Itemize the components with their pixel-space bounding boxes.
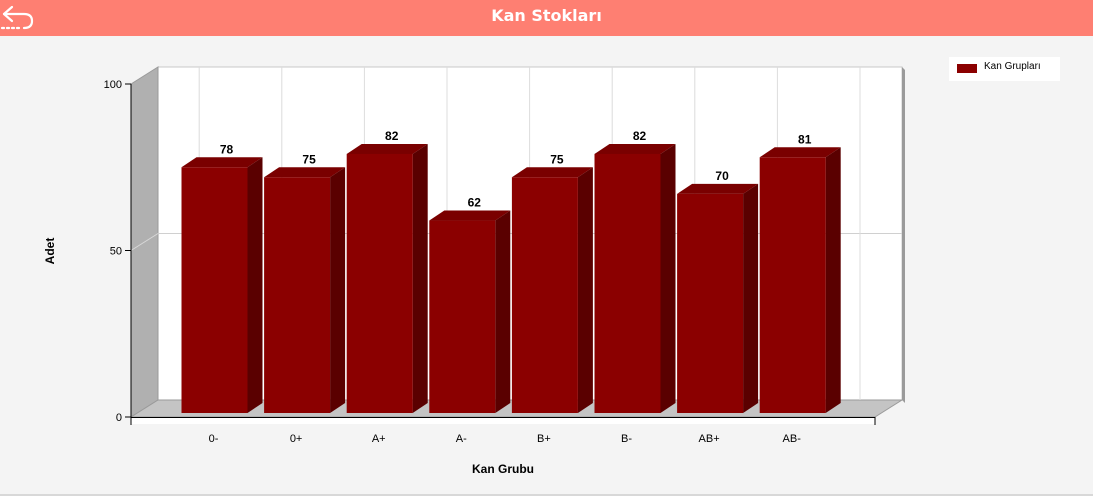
legend-swatch (957, 64, 977, 73)
bar-value-label: 62 (468, 196, 482, 210)
bar-top (429, 210, 511, 221)
bar (594, 153, 661, 413)
bar (346, 153, 413, 413)
bar-side (743, 183, 759, 413)
x-tick-label: B+ (537, 433, 551, 445)
bar-top (511, 167, 593, 178)
x-axis-title: Kan Grubu (472, 462, 534, 476)
bar-top (759, 147, 841, 158)
chart-wall-shadow (902, 67, 905, 403)
x-tick-label: AB+ (699, 433, 720, 445)
x-tick-label: A+ (372, 433, 386, 445)
bar (264, 177, 331, 413)
bar-top (264, 167, 346, 178)
bar-side (577, 167, 593, 413)
x-tick-label: A- (456, 433, 467, 445)
header-bar: Kan Stokları (0, 0, 1093, 36)
bar-side (825, 147, 841, 413)
bar-value-label: 82 (633, 129, 647, 143)
x-tick-label: 0- (209, 433, 219, 445)
bar-value-label: 81 (798, 132, 812, 146)
blood-stock-chart: 0 50 100 78 0- 75 0+ 82 A+ 62 A- 75 B+ 82 B- 70 AB+ 81 AB-… (43, 66, 905, 476)
y-axis-title: Adet (43, 238, 57, 265)
bar-side (247, 157, 263, 413)
chart-legend: Kan Grupları (949, 57, 1060, 81)
bar-value-label: 75 (550, 152, 564, 166)
bar-side (660, 143, 676, 413)
bar-value-label: 75 (302, 152, 316, 166)
bar-side (330, 167, 346, 413)
bar-top (594, 143, 676, 154)
bar-side (495, 210, 511, 413)
bar-value-label: 82 (385, 129, 399, 143)
bar (181, 167, 248, 413)
y-gridline-side (130, 233, 159, 251)
x-tick-label: AB- (783, 433, 802, 445)
legend-label: Kan Grupları (984, 61, 1041, 72)
y-tick-label: 50 (110, 246, 122, 258)
y-tick-label: 100 (104, 79, 122, 91)
x-tick-label: B- (621, 433, 632, 445)
bar (511, 177, 578, 413)
bar (759, 157, 826, 413)
page-title: Kan Stokları (491, 6, 602, 25)
back-arrow-icon (0, 5, 34, 30)
bar-value-label: 78 (220, 142, 234, 156)
bottom-divider (0, 494, 1093, 496)
bar (677, 193, 744, 413)
back-button[interactable] (0, 2, 40, 34)
x-axis-band (131, 418, 875, 424)
bar-value-label: 70 (715, 169, 729, 183)
bar-top (181, 157, 263, 168)
bar-side (412, 143, 428, 413)
y-tick-label: 0 (116, 412, 122, 424)
bar (429, 220, 496, 413)
bar-top (677, 183, 759, 194)
x-tick-label: 0+ (290, 433, 303, 445)
bar-top (346, 143, 428, 154)
